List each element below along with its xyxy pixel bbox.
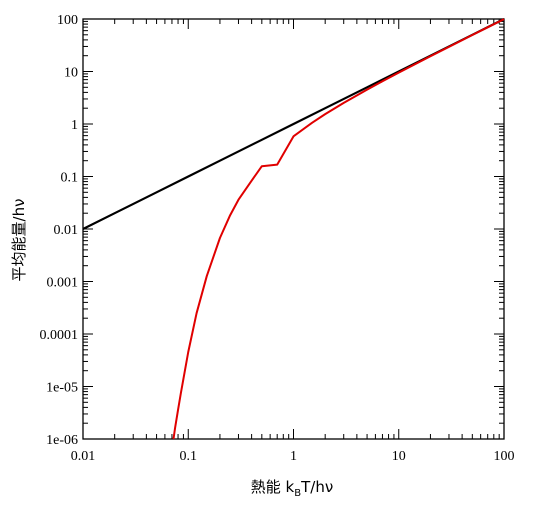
series (82, 18, 505, 440)
x-tick-label: 0.1 (180, 449, 198, 464)
y-tick-label: 100 (57, 13, 78, 28)
y-tick-label: 0.0001 (40, 328, 79, 343)
y-tick-label: 0.001 (47, 276, 79, 291)
y-tick-label: 1e-06 (46, 433, 78, 448)
x-axis-label: 熱能 kBT/hν (251, 478, 333, 499)
series-line-2 (172, 18, 505, 440)
x-axis-label-tail: T/hν (300, 478, 333, 496)
y-tick-label: 0.01 (54, 223, 79, 238)
x-tick-label: 10 (392, 449, 406, 464)
tick-labels: 0.01 0.1 1 10 100 1e-06 1e-05 0.0001 0.001 0.01 0.… (40, 13, 515, 464)
y-tick-label: 0.1 (61, 171, 79, 186)
y-axis-label: 平均能量/hν (10, 199, 28, 282)
x-axis-label-main: 熱能 k (251, 478, 295, 496)
y-tick-label: 1 (71, 118, 78, 133)
x-tick-label: 100 (494, 449, 515, 464)
x-tick-label: 0.01 (71, 449, 96, 464)
y-tick-label: 10 (64, 66, 78, 81)
x-tick-label: 1 (290, 449, 297, 464)
x-axis-label-subscript: B (294, 488, 301, 499)
ticks (82, 19, 504, 440)
y-tick-label: 1e-05 (46, 381, 78, 396)
plot-frame (82, 18, 505, 440)
